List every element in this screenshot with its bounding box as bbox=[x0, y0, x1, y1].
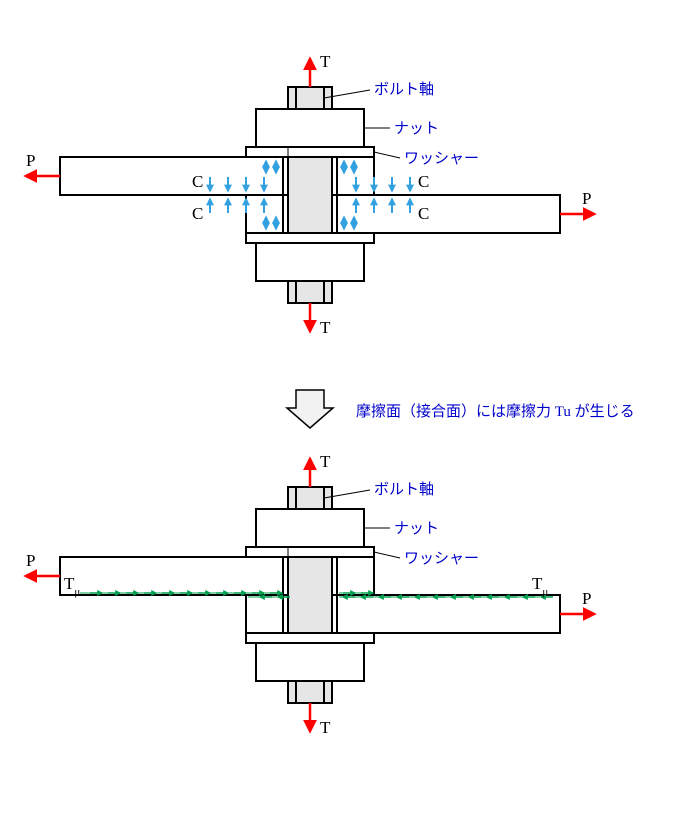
svg-text:P: P bbox=[582, 589, 591, 608]
svg-text:ボルト軸: ボルト軸 bbox=[374, 481, 434, 498]
svg-text:T: T bbox=[320, 52, 331, 71]
svg-text:P: P bbox=[26, 551, 35, 570]
svg-text:P: P bbox=[582, 189, 591, 208]
svg-text:T: T bbox=[320, 452, 331, 471]
svg-text:摩擦面（接合面）には摩擦力 Tu が生じる: 摩擦面（接合面）には摩擦力 Tu が生じる bbox=[356, 402, 635, 420]
svg-text:ボルト軸: ボルト軸 bbox=[374, 81, 434, 98]
svg-text:C: C bbox=[192, 204, 203, 223]
svg-text:ナット: ナット bbox=[394, 121, 439, 137]
svg-text:P: P bbox=[26, 151, 35, 170]
svg-text:ワッシャー: ワッシャー bbox=[404, 551, 479, 567]
svg-text:C: C bbox=[418, 204, 429, 223]
svg-text:ナット: ナット bbox=[394, 521, 439, 537]
svg-text:ワッシャー: ワッシャー bbox=[404, 151, 479, 167]
svg-text:C: C bbox=[418, 172, 429, 191]
svg-text:C: C bbox=[192, 172, 203, 191]
svg-text:T: T bbox=[320, 318, 331, 337]
svg-text:T: T bbox=[320, 718, 331, 737]
